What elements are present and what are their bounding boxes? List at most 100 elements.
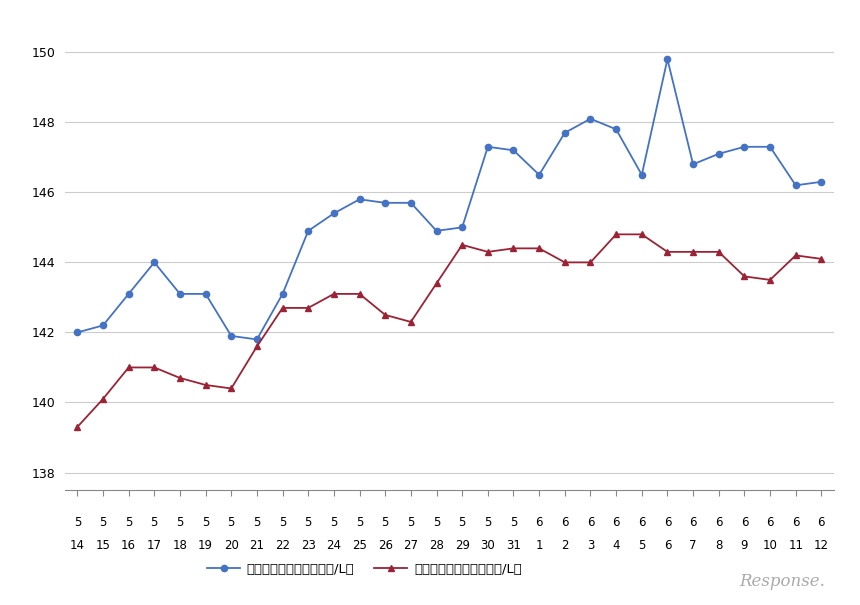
Text: 6: 6 xyxy=(536,515,543,529)
レギュラー看板価格（円/L） xyxy=(790,182,801,189)
Text: 29: 29 xyxy=(455,539,470,552)
Text: 5: 5 xyxy=(99,515,107,529)
レギュラー実売価格（円/L） xyxy=(303,304,313,312)
レギュラー看板価格（円/L） xyxy=(329,210,339,217)
レギュラー実売価格（円/L） xyxy=(124,364,134,371)
レギュラー看板価格（円/L） xyxy=(149,259,159,266)
Text: 12: 12 xyxy=(814,539,829,552)
Text: 19: 19 xyxy=(198,539,213,552)
Text: 4: 4 xyxy=(612,539,620,552)
レギュラー看板価格（円/L） xyxy=(98,322,108,329)
レギュラー看板価格（円/L） xyxy=(662,56,673,63)
レギュラー実売価格（円/L） xyxy=(534,245,544,252)
Text: 6: 6 xyxy=(818,515,825,529)
レギュラー看板価格（円/L） xyxy=(406,199,416,206)
Text: 5: 5 xyxy=(458,515,466,529)
レギュラー看板価格（円/L） xyxy=(765,143,775,151)
レギュラー実売価格（円/L） xyxy=(688,248,698,255)
Text: 5: 5 xyxy=(304,515,312,529)
レギュラー看板価格（円/L） xyxy=(611,126,621,133)
レギュラー実売価格（円/L） xyxy=(200,381,211,388)
Line: レギュラー看板価格（円/L）: レギュラー看板価格（円/L） xyxy=(74,56,825,342)
レギュラー実売価格（円/L） xyxy=(329,290,339,298)
Text: 24: 24 xyxy=(327,539,341,552)
Text: 14: 14 xyxy=(70,539,85,552)
レギュラー看板価格（円/L） xyxy=(432,227,442,235)
レギュラー看板価格（円/L） xyxy=(482,143,493,151)
Text: 28: 28 xyxy=(429,539,444,552)
レギュラー実売価格（円/L） xyxy=(354,290,365,298)
Text: 18: 18 xyxy=(173,539,187,552)
Text: 15: 15 xyxy=(95,539,110,552)
Text: 21: 21 xyxy=(249,539,264,552)
Text: 5: 5 xyxy=(253,515,261,529)
レギュラー実売価格（円/L） xyxy=(72,424,83,431)
レギュラー看板価格（円/L） xyxy=(457,224,467,231)
Text: 31: 31 xyxy=(506,539,521,552)
Text: 5: 5 xyxy=(176,515,184,529)
レギュラー看板価格（円/L） xyxy=(586,115,596,122)
レギュラー実売価格（円/L） xyxy=(662,248,673,255)
Text: 5: 5 xyxy=(202,515,209,529)
レギュラー看板価格（円/L） xyxy=(560,129,570,136)
レギュラー実売価格（円/L） xyxy=(432,280,442,287)
Line: レギュラー実売価格（円/L）: レギュラー実売価格（円/L） xyxy=(74,231,825,430)
Text: 22: 22 xyxy=(275,539,290,552)
Text: 5: 5 xyxy=(279,515,286,529)
Text: 5: 5 xyxy=(74,515,81,529)
Text: 6: 6 xyxy=(561,515,568,529)
レギュラー看板価格（円/L） xyxy=(124,290,134,298)
レギュラー実売価格（円/L） xyxy=(636,231,647,238)
レギュラー実売価格（円/L） xyxy=(611,231,621,238)
Text: 5: 5 xyxy=(330,515,338,529)
レギュラー実売価格（円/L） xyxy=(765,276,775,284)
レギュラー看板価格（円/L） xyxy=(226,332,237,339)
Text: 5: 5 xyxy=(125,515,132,529)
レギュラー看板価格（円/L） xyxy=(252,336,262,343)
Text: 9: 9 xyxy=(740,539,748,552)
Text: 30: 30 xyxy=(481,539,495,552)
レギュラー看板価格（円/L） xyxy=(740,143,750,151)
Text: 6: 6 xyxy=(715,515,722,529)
Text: 5: 5 xyxy=(484,515,492,529)
Text: 5: 5 xyxy=(433,515,440,529)
Text: 6: 6 xyxy=(664,515,671,529)
Text: 26: 26 xyxy=(378,539,393,552)
レギュラー看板価格（円/L） xyxy=(636,171,647,178)
レギュラー実売価格（円/L） xyxy=(98,395,108,402)
Text: 7: 7 xyxy=(690,539,697,552)
Text: 25: 25 xyxy=(352,539,367,552)
レギュラー実売価格（円/L） xyxy=(714,248,724,255)
レギュラー実売価格（円/L） xyxy=(586,259,596,266)
レギュラー実売価格（円/L） xyxy=(740,273,750,280)
レギュラー実売価格（円/L） xyxy=(560,259,570,266)
レギュラー実売価格（円/L） xyxy=(278,304,288,312)
Text: 5: 5 xyxy=(356,515,363,529)
レギュラー実売価格（円/L） xyxy=(406,318,416,325)
Text: 16: 16 xyxy=(121,539,136,552)
Text: 6: 6 xyxy=(638,515,646,529)
レギュラー看板価格（円/L） xyxy=(816,178,826,186)
Text: 2: 2 xyxy=(561,539,568,552)
レギュラー実売価格（円/L） xyxy=(457,241,467,249)
レギュラー実売価格（円/L） xyxy=(149,364,159,371)
Text: 17: 17 xyxy=(147,539,162,552)
Text: 6: 6 xyxy=(612,515,620,529)
レギュラー看板価格（円/L） xyxy=(72,329,83,336)
Text: 6: 6 xyxy=(766,515,774,529)
Text: 5: 5 xyxy=(382,515,389,529)
レギュラー看板価格（円/L） xyxy=(175,290,185,298)
レギュラー看板価格（円/L） xyxy=(303,227,313,235)
Text: 6: 6 xyxy=(587,515,594,529)
レギュラー実売価格（円/L） xyxy=(816,255,826,263)
レギュラー看板価格（円/L） xyxy=(354,195,365,203)
Text: 23: 23 xyxy=(301,539,316,552)
Text: 6: 6 xyxy=(792,515,800,529)
レギュラー実売価格（円/L） xyxy=(226,385,237,392)
Text: 6: 6 xyxy=(740,515,748,529)
Text: 5: 5 xyxy=(228,515,235,529)
Text: 5: 5 xyxy=(510,515,517,529)
Text: Response.: Response. xyxy=(740,573,826,590)
Text: 6: 6 xyxy=(664,539,671,552)
レギュラー看板価格（円/L） xyxy=(534,171,544,178)
